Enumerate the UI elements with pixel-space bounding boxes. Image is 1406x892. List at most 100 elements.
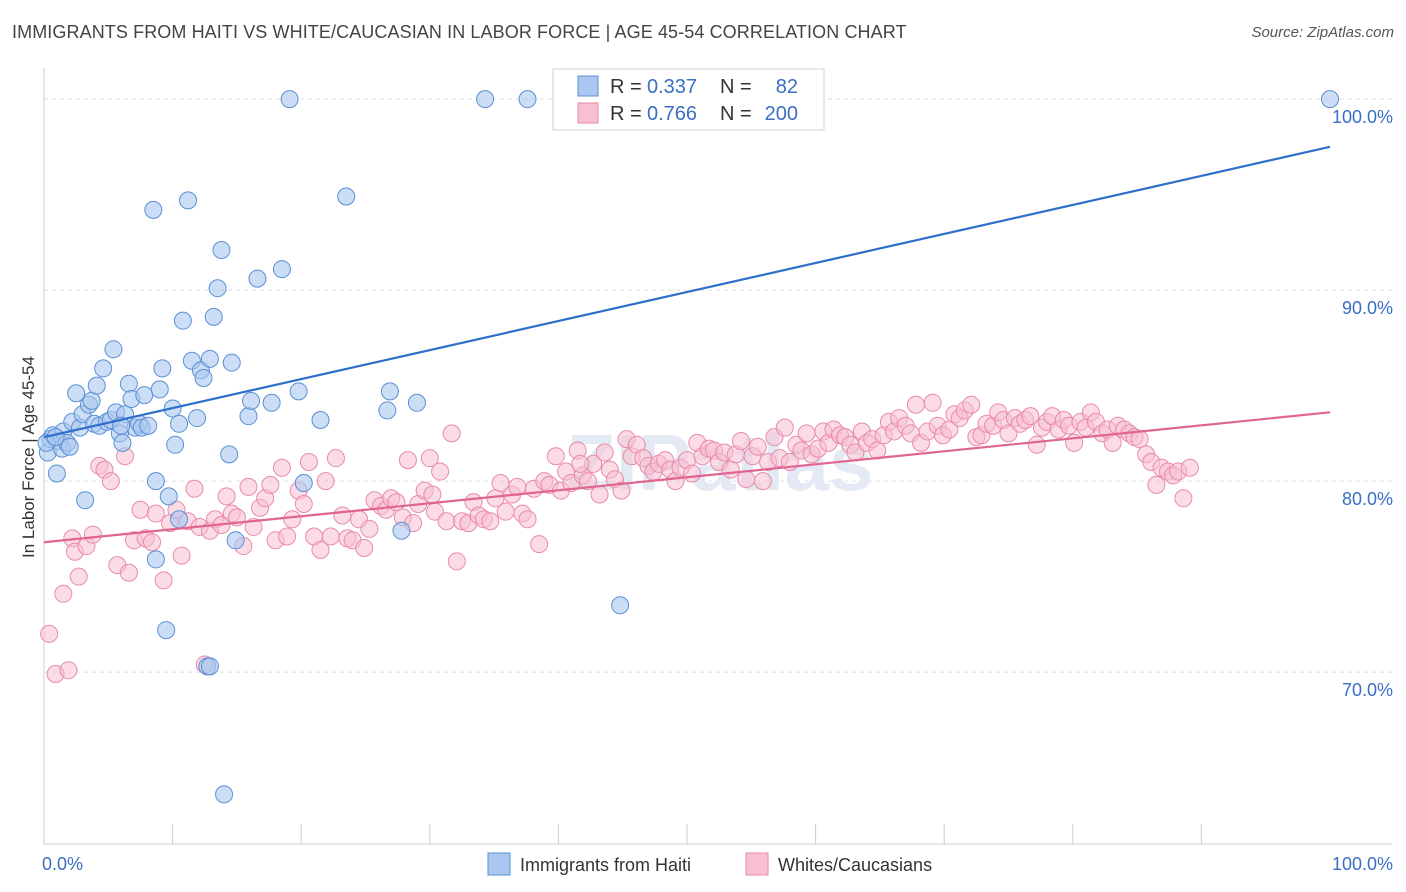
haiti-point [392,521,411,540]
stats-legend: R = 0.337 N = 82 R = 0.766 N = 200 [552,68,825,131]
haiti-point [294,474,313,493]
whites-caucasians-point [321,527,340,546]
whites-caucasians-point [732,431,751,450]
whites-caucasians-point [146,504,165,523]
whites-caucasians-point [119,563,138,582]
whites-caucasians-point [442,424,461,443]
whites-caucasians-point [491,474,510,493]
whites-caucasians-point [272,458,291,477]
haiti-point [146,472,165,491]
whites-caucasians-point [431,462,450,481]
haiti-point [518,90,537,109]
whites-caucasians-point [595,443,614,462]
haiti-point [239,407,258,426]
haiti-point [200,657,219,676]
whites-caucasians-point [360,519,379,538]
whites-caucasians-point [797,424,816,443]
haiti-point [166,435,185,454]
haiti-point [272,260,291,279]
whites-caucasians-point [578,472,597,491]
haiti-point [159,487,178,506]
legend-swatch-haiti [577,75,599,97]
legend-r-value-haiti: 0.337 [647,76,697,98]
whites-caucasians-point [1147,475,1166,494]
legend-n-label-whites: N = [720,103,752,125]
y-tick-label: 100.0% [1332,107,1393,127]
chart-title: IMMIGRANTS FROM HAITI VS WHITE/CAUCASIAN… [12,22,907,42]
legend-r-label-whites: R = [610,103,642,125]
legend-n-value-haiti: 82 [776,76,798,98]
whites-caucasians-point [217,487,236,506]
haiti-point [204,307,223,326]
whites-caucasians-point [311,540,330,559]
y-tick-label: 80.0% [1342,489,1393,509]
whites-caucasians-point [299,453,318,471]
whites-caucasians-point [530,535,549,554]
whites-caucasians-point [612,481,631,500]
haiti-point [380,382,399,401]
haiti-points [37,90,1339,804]
whites-caucasians-point [590,485,609,504]
whites-caucasians-point [423,485,442,504]
series-legend-swatch-whites [745,852,769,876]
haiti-point [242,391,261,410]
whites-caucasians-trend-line [43,411,1331,544]
haiti-point [262,393,281,412]
whites-caucasians-point [737,470,756,489]
series-legend-label-haiti: Immigrants from Haiti [520,855,691,875]
y-axis-label: In Labor Force | Age 45-54 [19,356,38,558]
haiti-point [119,374,138,393]
haiti-point [212,240,231,259]
whites-caucasians-point [172,546,191,565]
whites-caucasians-point [481,512,500,531]
haiti-point [170,510,189,529]
haiti-point [76,491,95,510]
x-tick-labels: 0.0% 100.0% [42,854,1393,874]
haiti-point [407,393,426,412]
whites-caucasians-point [59,661,78,680]
haiti-point [135,386,154,405]
haiti-point [60,437,79,456]
legend-n-value-whites: 200 [765,103,798,125]
haiti-trend-line [43,145,1331,439]
haiti-point [47,464,66,483]
whites-caucasians-point [69,567,88,586]
legend-r-value-whites: 0.766 [647,103,697,125]
whites-caucasians-point [185,479,204,498]
whites-caucasians-point [962,395,981,414]
legend-swatch-whites [577,102,599,124]
whites-caucasians-point [518,510,537,529]
haiti-point [337,187,356,206]
chart-source: Source: ZipAtlas.com [1251,24,1394,41]
whites-caucasians-point [244,517,263,536]
haiti-point [220,445,239,464]
haiti-point [146,550,165,569]
whites-caucasians-point [333,506,352,525]
haiti-point [476,90,495,109]
whites-caucasians-point [355,538,374,557]
haiti-point [289,382,308,401]
whites-caucasians-point [1103,433,1122,452]
whites-caucasians-point [906,395,925,414]
series-legend-swatch-haiti [487,852,511,876]
grid-layer [44,98,1392,673]
haiti-point [150,380,169,399]
y-tick-label: 70.0% [1342,680,1393,700]
legend-r-label-haiti: R = [610,76,642,98]
haiti-point [200,349,219,368]
whites-caucasians-point [447,552,466,571]
haiti-point [215,785,234,804]
whites-caucasians-point [239,477,258,496]
haiti-point [173,311,192,330]
whites-caucasians-point [721,460,740,479]
whites-caucasians-point [748,437,767,456]
series-legend: Immigrants from Haiti Whites/Caucasians [487,852,932,876]
whites-caucasians-point [775,418,794,437]
whites-caucasians-point [496,502,515,521]
whites-caucasians-point [546,447,565,466]
haiti-point [153,359,172,378]
haiti-point [113,433,132,452]
x-tick-label: 100.0% [1332,854,1393,874]
